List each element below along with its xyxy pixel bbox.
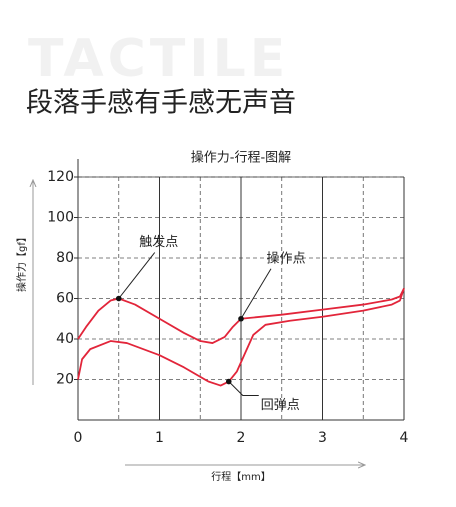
annotation-label: 触发点 (139, 234, 178, 250)
leader-line (118, 252, 156, 299)
chart-title: 操作力-行程-图解 (191, 150, 291, 166)
y-tick-label: 100 (47, 210, 74, 226)
leader-line (228, 381, 259, 397)
curve (77, 287, 405, 344)
curve (77, 288, 405, 387)
x-tick-label: 2 (237, 430, 246, 446)
x-tick-label: 1 (155, 430, 164, 446)
y-tick-label: 120 (47, 169, 74, 185)
y-tick-label: 20 (56, 372, 74, 388)
watermark: TACTILE (28, 29, 289, 89)
x-tick-label: 4 (400, 430, 409, 446)
y-axis-label: 操作力【gf】 (15, 232, 28, 292)
annotation-point (225, 378, 232, 385)
leader-line (240, 268, 272, 320)
heading: 段落手感有手感无声音 (26, 88, 296, 119)
annotation-point (115, 295, 122, 302)
x-tick-label: 3 (318, 430, 327, 446)
x-tick-label: 0 (74, 430, 83, 446)
y-tick-label: 60 (56, 291, 74, 307)
y-tick-label: 80 (56, 250, 74, 266)
x-axis-label: 行程【mm】 (211, 470, 270, 483)
y-tick-label: 40 (56, 331, 74, 347)
annotation-label: 操作点 (266, 250, 305, 266)
annotation-point (238, 315, 244, 322)
annotation-label: 回弹点 (261, 398, 300, 413)
